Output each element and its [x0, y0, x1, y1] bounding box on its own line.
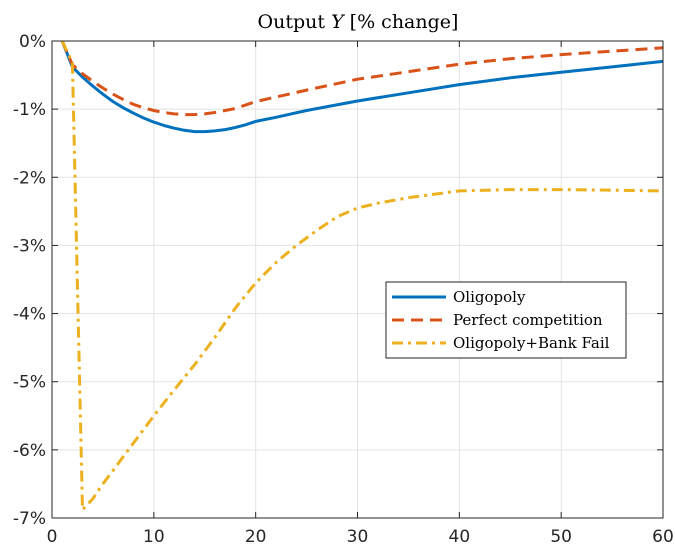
x-tick-label: 0 — [47, 527, 58, 547]
y-tick-label: -5% — [13, 373, 46, 393]
legend-label: Oligopoly — [453, 288, 526, 306]
axes: 0 10 20 30 40 50 60 0% -1% -2% -3% -4% -5% -6% -7% — [13, 32, 674, 547]
chart-title-variable: Y — [331, 11, 346, 33]
y-tick-label: -7% — [13, 509, 46, 529]
y-tick-label: -1% — [13, 100, 46, 120]
y-tick-label: -2% — [13, 168, 46, 188]
series-lines — [60, 40, 664, 512]
x-tick-label: 10 — [143, 527, 165, 547]
legend: Oligopoly Perfect competition Oligopoly+Ba… — [385, 281, 627, 359]
series-line-oligopoly-bank-fail — [60, 40, 664, 512]
chart-title-prefix: Output — [258, 11, 326, 33]
chart-title: Output Y [% change] — [258, 11, 459, 33]
x-tick-label: 60 — [652, 527, 674, 547]
x-tick-label: 40 — [449, 527, 471, 547]
legend-label: Oligopoly+Bank Fail — [453, 334, 610, 352]
y-tick-label: 0% — [19, 32, 46, 52]
legend-label: Perfect competition — [453, 311, 603, 329]
y-tick-label: -6% — [13, 441, 46, 461]
y-tick-label: -4% — [13, 305, 46, 325]
y-tick-label: -3% — [13, 236, 46, 256]
x-tick-label: 50 — [550, 527, 572, 547]
series-line-oligopoly — [60, 40, 664, 134]
series-line-perfect-competition — [60, 40, 664, 117]
grid-lines — [51, 40, 664, 519]
x-tick-label: 20 — [245, 527, 267, 547]
chart-title-suffix: [% change] — [350, 11, 459, 33]
x-tick-label: 30 — [347, 527, 369, 547]
legend-box — [385, 281, 627, 359]
